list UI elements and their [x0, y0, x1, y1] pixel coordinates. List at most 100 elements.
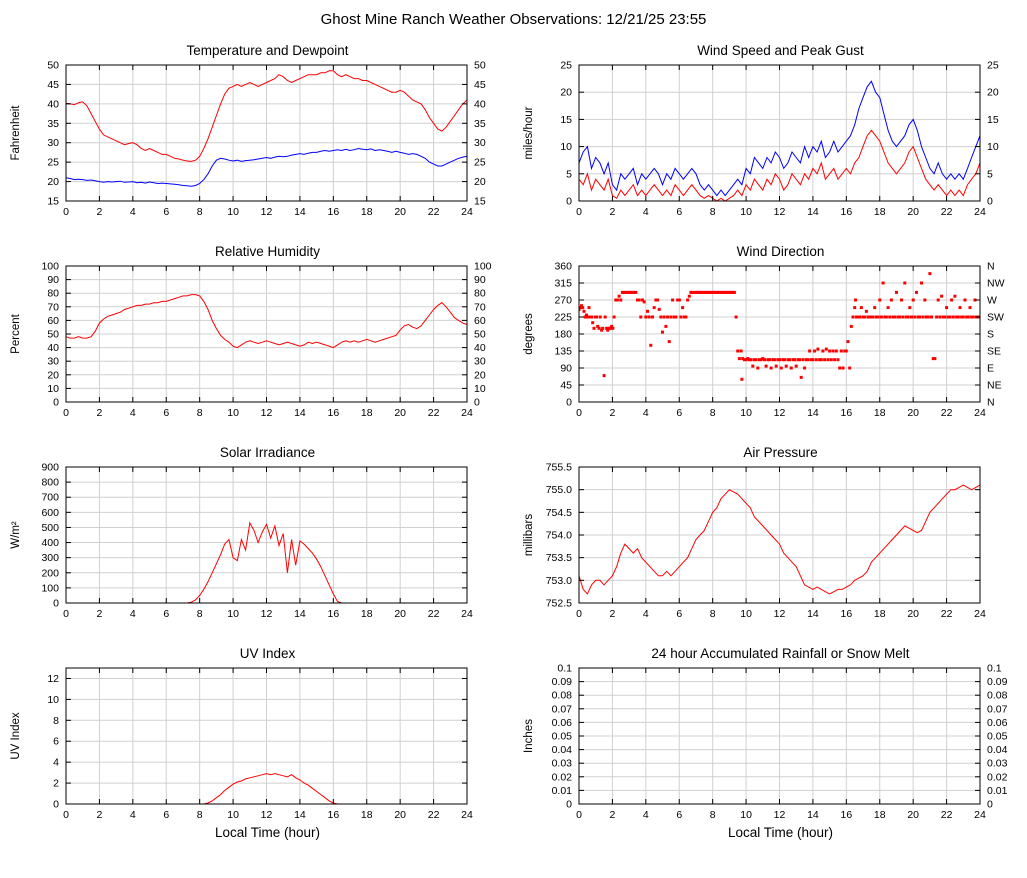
svg-text:2: 2: [96, 608, 102, 620]
chart-relative-humidity: Relative Humidity 0 2 4 6 8 10 12 14 16 18 20 22 24 0…: [4, 237, 511, 438]
svg-text:0.01: 0.01: [552, 785, 573, 797]
chart-wind-direction: Wind Direction 0 2 4 6 8 10 12 14 16 18 20 22 24 0 N 45…: [517, 237, 1024, 438]
svg-text:24: 24: [974, 206, 986, 218]
svg-text:45: 45: [560, 380, 572, 392]
svg-text:10: 10: [47, 383, 59, 395]
svg-text:SE: SE: [987, 346, 1001, 358]
svg-text:20: 20: [394, 608, 406, 620]
svg-text:0: 0: [576, 206, 582, 218]
svg-text:15: 15: [987, 114, 999, 126]
svg-text:25: 25: [474, 157, 486, 169]
svg-text:22: 22: [428, 206, 440, 218]
svg-text:18: 18: [361, 608, 373, 620]
svg-text:0: 0: [576, 809, 582, 821]
svg-text:0: 0: [63, 206, 69, 218]
svg-text:0: 0: [576, 407, 582, 419]
svg-text:20: 20: [907, 809, 919, 821]
svg-text:W: W: [987, 295, 997, 307]
svg-text:20: 20: [394, 206, 406, 218]
svg-text:18: 18: [874, 809, 886, 821]
svg-text:2: 2: [609, 407, 615, 419]
svg-text:35: 35: [474, 118, 486, 130]
svg-text:16: 16: [840, 608, 852, 620]
svg-text:0.05: 0.05: [987, 731, 1008, 743]
svg-text:20: 20: [394, 407, 406, 419]
svg-text:50: 50: [474, 329, 486, 341]
svg-text:6: 6: [163, 206, 169, 218]
svg-text:300: 300: [41, 552, 59, 564]
svg-text:8: 8: [710, 608, 716, 620]
svg-text:45: 45: [474, 79, 486, 91]
x-axis-label: Local Time (hour): [727, 825, 834, 840]
svg-text:0.02: 0.02: [987, 771, 1008, 783]
svg-text:12: 12: [47, 673, 59, 685]
svg-text:754.5: 754.5: [546, 507, 572, 519]
svg-text:10: 10: [227, 608, 239, 620]
chart-air-pressure: Air Pressure 0 2 4 6 8 10 12 14 16 18 20 22 24 752.5 7…: [517, 438, 1024, 639]
svg-text:22: 22: [941, 608, 953, 620]
svg-text:24: 24: [974, 608, 986, 620]
page-title: Ghost Mine Ranch Weather Observations: 1…: [320, 11, 707, 28]
svg-text:0: 0: [53, 397, 59, 409]
svg-text:50: 50: [47, 329, 59, 341]
chart-title: UV Index: [239, 646, 296, 661]
plot-air-pressure: 0 2 4 6 8 10 12 14 16 18 20 22 24 752.5 753.0 753.5 754.…: [517, 462, 1024, 624]
svg-text:20: 20: [907, 608, 919, 620]
chart-title: Air Pressure: [743, 445, 818, 460]
chart-title: 24 hour Accumulated Rainfall or Snow Mel…: [651, 646, 910, 661]
svg-text:60: 60: [47, 315, 59, 327]
svg-text:20: 20: [560, 87, 572, 99]
svg-text:40: 40: [47, 98, 59, 110]
svg-text:8: 8: [710, 407, 716, 419]
svg-text:16: 16: [840, 206, 852, 218]
chart-title: Wind Speed and Peak Gust: [697, 43, 864, 58]
svg-text:0: 0: [53, 799, 59, 811]
plot-wind-direction: 0 2 4 6 8 10 12 14 16 18 20 22 24 0 N 45 NE 90 E 135 SE 180 S 2…: [517, 261, 1024, 423]
svg-text:24: 24: [461, 407, 473, 419]
svg-text:12: 12: [774, 206, 786, 218]
svg-text:18: 18: [874, 407, 886, 419]
svg-text:5: 5: [566, 168, 572, 180]
svg-text:18: 18: [361, 809, 373, 821]
svg-text:90: 90: [474, 274, 486, 286]
chart-title: Temperature and Dewpoint: [186, 43, 349, 58]
svg-text:6: 6: [163, 407, 169, 419]
svg-text:0: 0: [987, 196, 993, 208]
svg-text:4: 4: [130, 809, 136, 821]
svg-text:20: 20: [394, 809, 406, 821]
svg-text:2: 2: [609, 206, 615, 218]
svg-text:18: 18: [874, 206, 886, 218]
plot-solar-irradiance: 0 2 4 6 8 10 12 14 16 18 20 22 24 0 100 200 300 400 500 600…: [4, 462, 511, 624]
svg-text:18: 18: [361, 407, 373, 419]
svg-text:4: 4: [643, 407, 649, 419]
svg-text:4: 4: [130, 608, 136, 620]
svg-text:degrees: degrees: [523, 313, 535, 355]
svg-text:22: 22: [428, 809, 440, 821]
svg-text:miles/hour: miles/hour: [523, 106, 535, 159]
svg-text:millibars: millibars: [523, 514, 535, 556]
svg-text:22: 22: [428, 407, 440, 419]
svg-text:500: 500: [41, 522, 59, 534]
svg-text:90: 90: [47, 274, 59, 286]
svg-text:10: 10: [560, 141, 572, 153]
svg-text:6: 6: [53, 736, 59, 748]
svg-text:10: 10: [740, 206, 752, 218]
svg-text:12: 12: [261, 608, 273, 620]
svg-text:0.05: 0.05: [552, 731, 573, 743]
svg-text:14: 14: [294, 407, 306, 419]
svg-text:15: 15: [474, 196, 486, 208]
svg-text:20: 20: [47, 176, 59, 188]
svg-text:0.06: 0.06: [552, 717, 573, 729]
svg-text:N: N: [987, 261, 995, 273]
svg-text:20: 20: [987, 87, 999, 99]
svg-text:50: 50: [474, 60, 486, 72]
svg-text:10: 10: [47, 694, 59, 706]
svg-text:16: 16: [327, 608, 339, 620]
svg-text:0.03: 0.03: [552, 758, 573, 770]
svg-text:755.5: 755.5: [546, 462, 572, 474]
svg-text:8: 8: [710, 809, 716, 821]
svg-text:755.0: 755.0: [546, 484, 572, 496]
svg-text:100: 100: [41, 261, 59, 273]
svg-text:400: 400: [41, 537, 59, 549]
svg-text:8: 8: [197, 407, 203, 419]
